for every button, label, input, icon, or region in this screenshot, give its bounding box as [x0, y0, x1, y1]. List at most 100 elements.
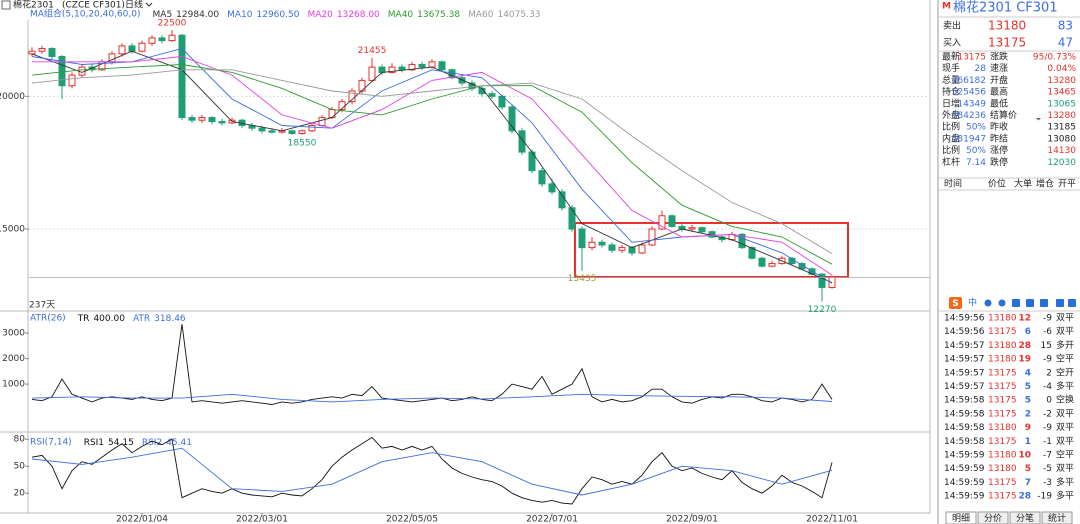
trade-oi-change: 15 — [1041, 341, 1052, 351]
candle-body — [668, 215, 676, 227]
indicator-line — [31, 64, 833, 265]
ime-icon — [998, 299, 1006, 307]
legend-entry: RSI2 45.41 — [142, 438, 192, 448]
trade-price: 13180 — [988, 423, 1017, 433]
trade-volume: 28 — [1018, 492, 1031, 502]
tab-label[interactable]: 统计 — [1048, 512, 1066, 524]
candle-body — [28, 50, 36, 55]
indicator-label: ATR(26) — [30, 314, 66, 324]
trade-volume: 19 — [1018, 355, 1031, 365]
candle-body — [58, 56, 66, 87]
trade-time: 14:59:56 — [944, 314, 985, 324]
order-label: 买入 — [943, 38, 961, 49]
trade-price: 13180 — [988, 341, 1017, 351]
candle-body — [408, 63, 416, 71]
candle-body — [568, 207, 576, 230]
trade-type: 双平 — [1056, 422, 1074, 433]
stat-value: 7.14 — [966, 158, 986, 168]
stat-value: 28 — [975, 64, 987, 74]
trade-volume: 5 — [1025, 382, 1031, 392]
legend-name: MA60 — [468, 10, 494, 20]
stat-label: 最新 — [942, 51, 960, 63]
trade-volume: 9 — [1025, 423, 1031, 433]
trade-time: 14:59:59 — [944, 492, 985, 502]
stat-label: 比例 — [942, 144, 960, 156]
trade-type: 双平 — [1056, 408, 1074, 419]
trade-price: 13175 — [988, 409, 1017, 419]
stat-value: 13175 — [957, 53, 986, 63]
trade-volume: 2 — [1025, 409, 1031, 419]
period-selector[interactable]: 日线 — [125, 0, 143, 11]
tab[interactable] — [945, 511, 977, 524]
tab[interactable] — [1041, 511, 1073, 524]
trade-oi-change: -4 — [1043, 382, 1052, 392]
legend-name: MA40 — [388, 10, 414, 20]
trade-type: 多平 — [1056, 490, 1074, 502]
legend-value: 12960.50 — [257, 10, 300, 20]
trade-time: 14:59:59 — [944, 451, 985, 461]
legend-name: RSI2 — [142, 438, 162, 448]
stat-value: 13065 — [1047, 99, 1076, 109]
column-header: 时间 — [944, 178, 962, 190]
trade-volume: 7 — [1025, 478, 1031, 488]
x-tick-label: 2022/07/01 — [526, 515, 578, 524]
trade-oi-change: 2 — [1046, 368, 1052, 378]
candle-body — [698, 227, 706, 233]
dropdown-chevron — [145, 2, 153, 7]
extreme-label: 13435 — [568, 274, 597, 284]
trade-volume: 12 — [1018, 314, 1031, 324]
panel-title: 棉花2301 CF301 — [953, 0, 1058, 16]
column-header: 开平 — [1058, 179, 1076, 190]
candle-body — [38, 48, 46, 52]
candle-body — [578, 228, 586, 249]
legend-name: MA10 — [227, 10, 253, 20]
candle-body — [768, 263, 776, 267]
candle-body — [618, 247, 626, 251]
trade-time: 14:59:57 — [944, 368, 984, 378]
stat-label: 涨跌 — [990, 52, 1008, 63]
trade-type: 多平 — [1056, 476, 1074, 488]
legend-entry: RSI1 54.15 — [84, 438, 134, 448]
trade-time: 14:59:59 — [944, 478, 985, 488]
marker: M — [942, 2, 951, 12]
menu-icon[interactable] — [1, 0, 11, 10]
stat-label: 外盘 — [942, 109, 960, 121]
y-tick-label: 20000 — [0, 92, 25, 102]
legend-value: 400.00 — [93, 314, 125, 324]
trade-volume: 1 — [1025, 437, 1031, 447]
stat-value: 12030 — [1047, 158, 1076, 168]
tab-label[interactable]: 明细 — [952, 512, 970, 524]
order-volume: 83 — [1058, 19, 1073, 33]
tab[interactable] — [1009, 511, 1041, 524]
candle-body — [368, 66, 376, 81]
stat-value: 13080 — [1047, 134, 1076, 144]
candle-body — [558, 191, 566, 209]
candle-body — [168, 34, 176, 42]
candle-body — [798, 263, 806, 270]
y-tick-label: 50 — [14, 462, 26, 472]
ime-icon — [1012, 299, 1020, 307]
extreme-label: 12270 — [808, 305, 837, 315]
x-tick-label: 2022/03/01 — [236, 515, 288, 524]
stat-value: 50% — [966, 146, 986, 156]
trade-time: 14:59:58 — [944, 423, 985, 433]
candle-body — [198, 117, 206, 121]
stat-value: 0.04% — [1047, 64, 1076, 74]
ime-logo: S — [952, 299, 958, 309]
tab-label[interactable]: 分笔 — [1016, 512, 1034, 524]
order-label: 卖出 — [943, 20, 961, 32]
y-tick-label: 20 — [14, 489, 26, 499]
tab[interactable] — [977, 511, 1009, 524]
trade-type: 空换 — [1056, 394, 1074, 406]
indicator-line — [31, 50, 833, 284]
trade-time: 14:59:58 — [944, 409, 985, 419]
trade-price: 13180 — [988, 451, 1017, 461]
stat-label: 内盘 — [942, 132, 960, 144]
indicator-line — [31, 69, 833, 254]
tab-label[interactable]: 分价 — [984, 513, 1002, 524]
indicator-label: MA组合(5,10,20,40,60,0) — [30, 8, 141, 20]
indicator-line — [31, 324, 833, 405]
stat-label: 日增 — [942, 97, 960, 109]
trade-type: 空平 — [1056, 353, 1074, 365]
candle-body — [748, 247, 756, 259]
